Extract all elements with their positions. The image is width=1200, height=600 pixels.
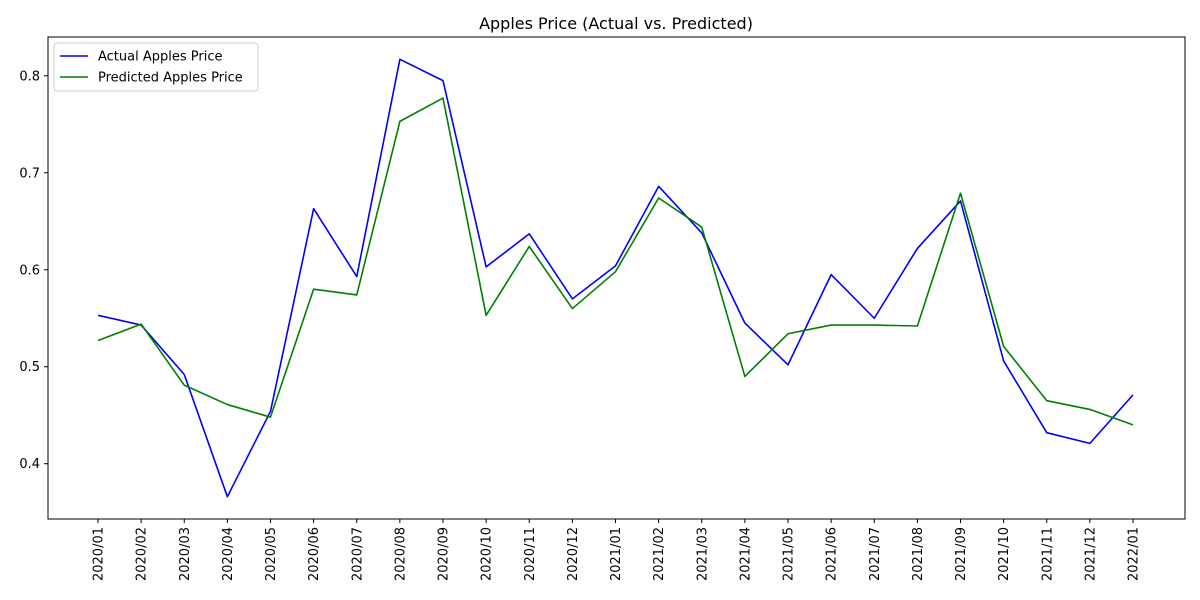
series-line-actual (97, 58, 1134, 498)
x-tick-label: 2020/11 (523, 527, 538, 581)
x-tick-label: 2020/10 (480, 527, 495, 581)
y-tick-label: 0.8 (19, 69, 40, 84)
x-tick-label: 2021/06 (825, 527, 840, 581)
x-tick-label: 2021/12 (1083, 527, 1098, 581)
legend-label-actual: Actual Apples Price (98, 50, 222, 65)
x-tick-label: 2021/05 (782, 527, 797, 581)
chart-title: Apples Price (Actual vs. Predicted) (479, 14, 753, 33)
y-tick-label: 0.4 (19, 457, 40, 472)
x-tick-label: 2020/07 (350, 527, 365, 581)
series-line-predicted (97, 97, 1134, 426)
x-tick-label: 2021/11 (1040, 527, 1055, 581)
legend-label-predicted: Predicted Apples Price (98, 71, 243, 86)
plot-area: 0.4 0.5 0.6 0.7 0.8 2020/01 2020/02 2020/03 2020… (19, 36, 1186, 581)
x-tick-label: 2021/01 (609, 527, 624, 581)
x-tick-label: 2020/03 (178, 527, 193, 581)
x-tick-label: 2020/01 (92, 527, 107, 581)
x-tick-label: 2021/10 (997, 527, 1012, 581)
x-tick-label: 2020/09 (437, 527, 452, 581)
x-tick-label: 2020/06 (307, 527, 322, 581)
x-tick-label: 2021/07 (868, 527, 883, 581)
y-tick-label: 0.5 (19, 360, 40, 375)
y-tick-label: 0.6 (19, 263, 40, 278)
x-tick-label: 2021/02 (652, 527, 667, 581)
x-tick-label: 2020/12 (566, 527, 581, 581)
x-tick-label: 2021/09 (954, 527, 969, 581)
x-tick-label: 2021/08 (911, 527, 926, 581)
x-tick-label: 2021/03 (695, 527, 710, 581)
x-tick-label: 2021/04 (738, 527, 753, 581)
y-tick-label: 0.7 (19, 166, 40, 181)
x-tick-label: 2020/02 (135, 527, 150, 581)
x-tick-label: 2020/05 (264, 527, 279, 581)
axes-frame (47, 36, 1186, 520)
x-tick-label: 2022/01 (1127, 527, 1142, 581)
legend: Actual Apples Price Predicted Apples Pric… (53, 42, 259, 92)
legend-box (53, 42, 259, 92)
x-tick-label: 2020/04 (221, 527, 236, 581)
x-tick-label: 2020/08 (393, 527, 408, 581)
